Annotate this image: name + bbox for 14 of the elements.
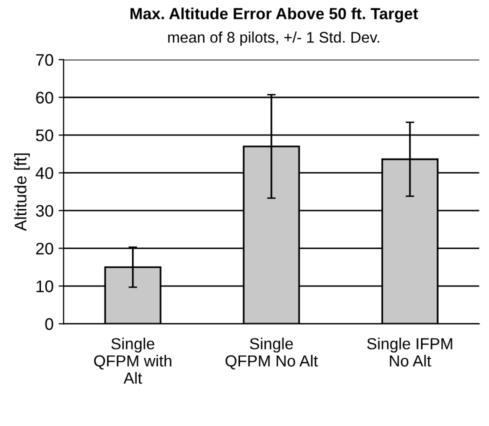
x-tick-label: Single IFPM No Alt: [367, 338, 452, 367]
y-tick-label: 60: [36, 92, 54, 104]
y-axis-title: Altitude [ft]: [14, 154, 30, 232]
y-tick-label: 30: [36, 204, 54, 217]
y-tick-label: 40: [36, 167, 54, 180]
y-tick-label: 70: [36, 54, 54, 66]
x-tick-label: Single QFPM No Alt: [226, 338, 318, 370]
y-tick-label: 20: [36, 242, 54, 254]
chart-subtitle: mean of 8 pilots, +/- 1 Std. Dev.: [168, 32, 380, 46]
x-tick-label: Single QFPM with Alt: [94, 338, 172, 384]
y-tick-label: 0: [45, 318, 54, 330]
chart-title: Max. Altitude Error Above 50 ft. Target: [130, 8, 418, 23]
y-tick-label: 50: [36, 130, 54, 142]
y-tick-label: 10: [36, 280, 54, 292]
